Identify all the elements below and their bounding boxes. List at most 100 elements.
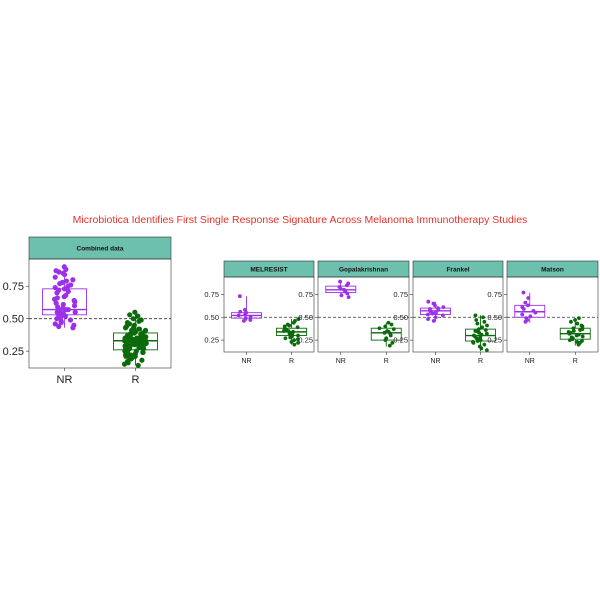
data-point <box>528 314 533 319</box>
panel-2: MELRESIST 0.25 0.50 0.75 NR R <box>204 260 315 365</box>
data-point <box>56 269 62 275</box>
data-point <box>433 303 437 308</box>
data-point <box>575 321 580 326</box>
data-point <box>386 320 391 325</box>
facet-title: Combined data <box>77 245 124 252</box>
data-point <box>338 286 343 291</box>
data-point <box>482 319 487 324</box>
data-point <box>345 283 349 288</box>
y-tick-label: 0.25 <box>298 336 313 345</box>
data-point <box>243 316 248 321</box>
data-point <box>436 308 441 312</box>
data-point <box>425 312 430 317</box>
facet-title: MELRESIST <box>250 266 287 273</box>
data-point <box>526 303 530 308</box>
data-point <box>523 300 528 305</box>
data-point <box>571 329 576 333</box>
data-point <box>127 312 133 318</box>
data-point <box>248 318 253 322</box>
data-point <box>121 361 128 367</box>
data-point <box>65 307 71 313</box>
data-point <box>441 305 446 310</box>
y-tick-label: 0.50 <box>3 314 24 326</box>
data-point <box>296 317 301 321</box>
data-point <box>122 325 129 331</box>
data-point <box>346 295 351 300</box>
data-point <box>72 299 78 305</box>
data-point <box>140 345 146 352</box>
box-r <box>370 320 402 348</box>
y-tick-label: 0.75 <box>298 290 313 299</box>
y-tick-label: 0.75 <box>3 281 24 293</box>
data-point <box>434 310 438 315</box>
data-point <box>282 329 286 333</box>
data-point <box>426 317 430 321</box>
data-point <box>61 294 67 300</box>
y-tick-label: 0.50 <box>393 313 408 322</box>
data-point <box>140 349 146 356</box>
data-point <box>338 279 342 284</box>
data-point <box>70 325 76 331</box>
data-point <box>135 313 141 319</box>
data-point <box>63 266 69 272</box>
data-point <box>135 362 141 369</box>
plot-border <box>317 276 410 353</box>
figure-title: Microbiotica Identifies First Single Res… <box>72 214 528 226</box>
x-tick-label: R <box>573 358 578 365</box>
panel-1: Combined data 0.25 0.50 0.75 NR R <box>3 236 172 386</box>
data-point <box>431 319 436 323</box>
x-tick-label: R <box>384 358 389 365</box>
data-point <box>237 294 242 299</box>
data-point <box>55 304 61 310</box>
data-point <box>70 277 76 283</box>
data-point <box>383 338 388 343</box>
data-point <box>139 357 145 363</box>
data-point <box>67 317 74 323</box>
data-point <box>383 324 388 329</box>
data-point <box>580 324 585 329</box>
data-point <box>296 333 300 338</box>
data-point <box>382 330 387 335</box>
data-point <box>61 286 68 292</box>
data-point <box>287 323 292 328</box>
data-point <box>377 326 382 331</box>
y-tick-label: 0.75 <box>487 290 502 299</box>
x-tick-label: NR <box>241 358 251 365</box>
data-point <box>339 293 344 298</box>
data-point <box>521 307 526 311</box>
data-point <box>391 327 396 332</box>
box-r <box>465 313 496 353</box>
data-point <box>58 319 64 326</box>
data-point <box>475 339 480 343</box>
data-point <box>484 331 489 336</box>
x-tick-label: R <box>132 374 140 386</box>
x-tick-label: NR <box>336 358 346 365</box>
data-point <box>473 313 478 318</box>
panel-3: Gopalakrishnan 0.25 0.50 0.75 NR R <box>298 260 410 365</box>
data-point <box>478 338 483 343</box>
panel-4: Frankel 0.25 0.50 0.75 NR R <box>393 260 504 365</box>
box-r <box>113 309 158 369</box>
data-point <box>53 300 59 306</box>
facet-title: Frankel <box>446 266 469 273</box>
data-point <box>533 310 538 315</box>
y-tick-label: 0.25 <box>393 336 408 345</box>
y-tick-label: 0.75 <box>204 290 219 299</box>
data-point <box>569 319 573 324</box>
data-point <box>433 315 438 320</box>
data-point <box>521 290 526 295</box>
data-point <box>474 318 479 322</box>
data-point <box>390 340 395 345</box>
data-point <box>63 278 70 284</box>
plot-border <box>223 276 315 353</box>
data-point <box>475 321 480 326</box>
data-point <box>345 291 350 296</box>
facet-title: Matson <box>541 266 564 273</box>
plot-border <box>412 276 504 353</box>
data-point <box>485 348 489 353</box>
y-tick-label: 0.25 <box>3 346 24 358</box>
data-point <box>576 342 581 347</box>
facet-title: Gopalakrishnan <box>339 266 388 273</box>
data-point <box>482 342 487 347</box>
